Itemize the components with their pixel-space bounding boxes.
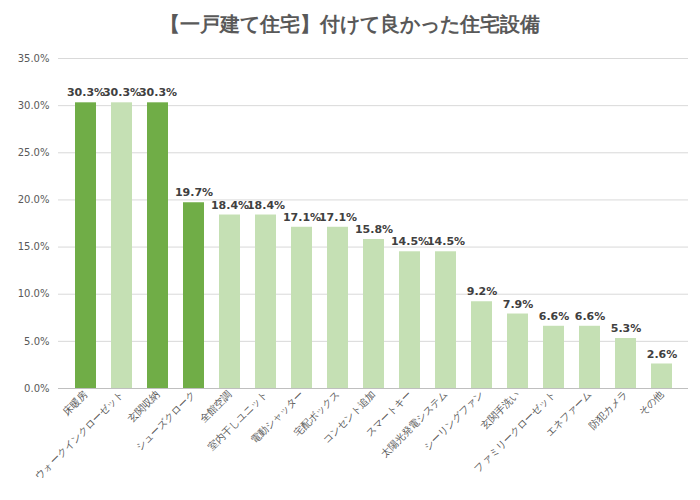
svg-text:6.6%: 6.6% (575, 310, 606, 323)
svg-text:防犯カメラ: 防犯カメラ (587, 388, 630, 431)
svg-text:0.0%: 0.0% (24, 383, 49, 394)
svg-text:35.0%: 35.0% (18, 53, 50, 64)
svg-text:床暖房: 床暖房 (61, 388, 90, 417)
svg-text:スマートキー: スマートキー (363, 388, 414, 439)
svg-text:19.7%: 19.7% (175, 186, 213, 199)
svg-text:6.6%: 6.6% (539, 310, 570, 323)
svg-text:9.2%: 9.2% (467, 285, 498, 298)
svg-text:15.0%: 15.0% (18, 241, 50, 252)
svg-text:18.4%: 18.4% (247, 199, 285, 212)
svg-text:30.0%: 30.0% (18, 100, 50, 111)
svg-text:7.9%: 7.9% (503, 298, 534, 311)
svg-text:30.3%: 30.3% (139, 86, 177, 99)
svg-text:5.0%: 5.0% (24, 336, 49, 347)
svg-text:太陽光発電システム: 太陽光発電システム (378, 388, 449, 459)
svg-text:エネファーム: エネファーム (543, 388, 593, 438)
svg-text:シーリングファン: シーリングファン (421, 388, 485, 452)
svg-text:コンセント追加: コンセント追加 (320, 388, 378, 446)
svg-text:玄関手洗い: 玄関手洗い (478, 388, 522, 432)
svg-text:17.1%: 17.1% (319, 211, 357, 224)
svg-text:25.0%: 25.0% (18, 147, 50, 158)
html-text:【一戸建て住宅】付けて良かった住宅設備: 【一戸建て住宅】付けて良かった住宅設備 (160, 12, 540, 36)
svg-text:玄関収納: 玄関収納 (126, 388, 162, 424)
svg-text:5.3%: 5.3% (611, 322, 642, 335)
svg-text:14.5%: 14.5% (391, 235, 429, 248)
svg-text:17.1%: 17.1% (283, 211, 321, 224)
svg-text:2.6%: 2.6% (647, 348, 678, 361)
svg-text:10.0%: 10.0% (18, 288, 50, 299)
svg-text:その他: その他 (637, 388, 666, 417)
svg-text:14.5%: 14.5% (427, 235, 465, 248)
svg-text:全館空調: 全館空調 (198, 388, 234, 424)
svg-text:15.8%: 15.8% (355, 223, 393, 236)
svg-text:ウォークインクローゼット: ウォークインクローゼット (33, 388, 126, 481)
svg-text:30.3%: 30.3% (103, 86, 141, 99)
svg-text:電動シャッター: 電動シャッター (248, 388, 306, 446)
svg-text:18.4%: 18.4% (211, 199, 249, 212)
svg-text:30.3%: 30.3% (67, 86, 105, 99)
svg-text:宅配ボックス: 宅配ボックス (291, 388, 342, 439)
svg-text:ファミリークローゼット: ファミリークローゼット (472, 388, 558, 474)
svg-text:シューズクローク: シューズクローク (133, 388, 197, 452)
svg-text:室内干しユニット: 室内干しユニット (205, 388, 269, 452)
svg-text:20.0%: 20.0% (18, 194, 50, 205)
